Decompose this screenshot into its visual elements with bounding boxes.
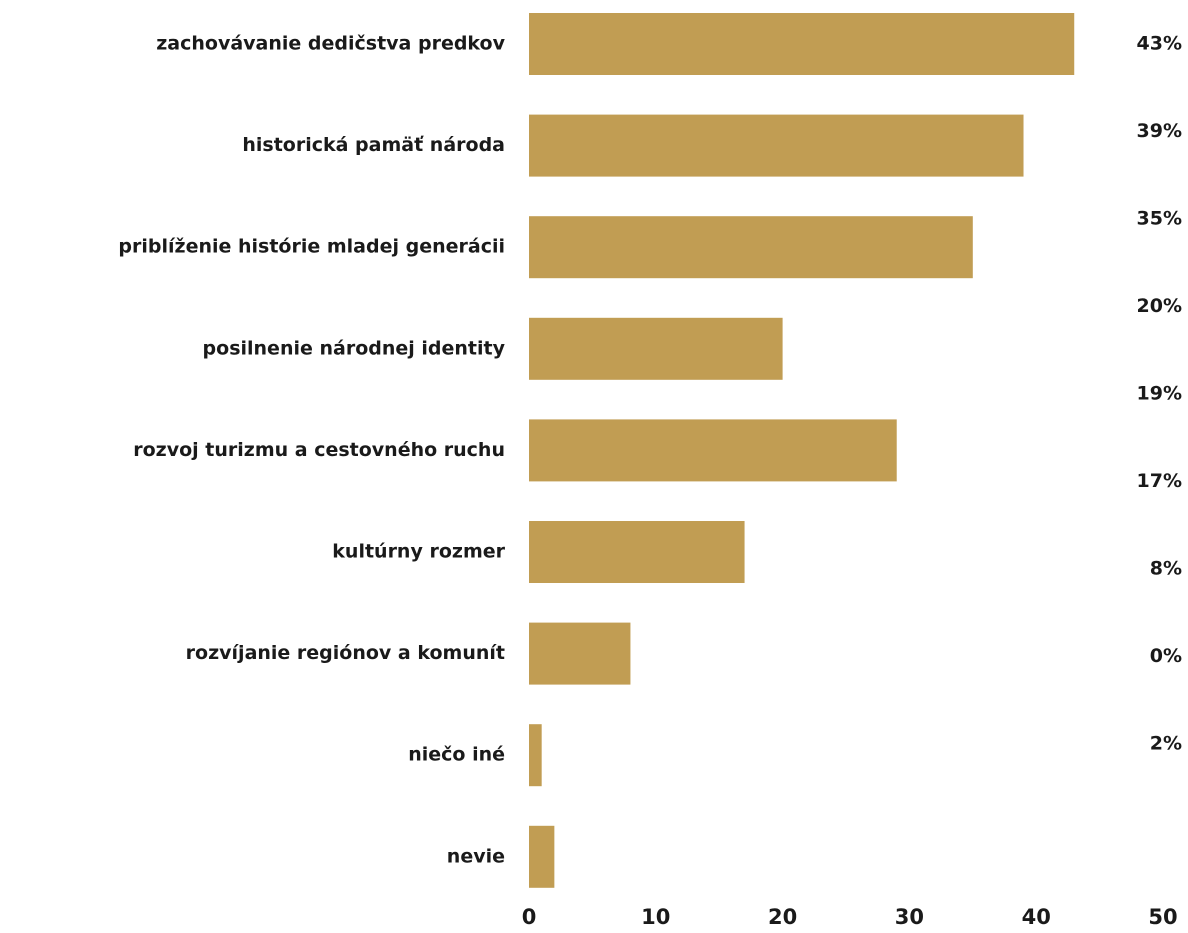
category-label: niečo iné: [408, 744, 505, 766]
category-label: priblíženie histórie mladej generácii: [118, 236, 505, 258]
bar: [529, 521, 745, 583]
x-tick-label: 50: [1148, 905, 1177, 929]
side-label: 39%: [1137, 120, 1182, 142]
side-label: 2%: [1150, 733, 1182, 755]
side-label: 17%: [1137, 470, 1182, 492]
x-tick-label: 40: [1022, 905, 1051, 929]
category-label: historická pamäť národa: [242, 134, 505, 156]
category-label: nevie: [447, 845, 505, 867]
side-label: 19%: [1137, 383, 1182, 405]
x-tick-label: 30: [895, 905, 924, 929]
bar: [529, 13, 1075, 75]
category-label: posilnenie národnej identity: [203, 337, 506, 359]
category-label: rozvíjanie regiónov a komunít: [186, 642, 505, 664]
bar: [529, 724, 542, 787]
x-tick-label: 10: [641, 905, 670, 929]
bar: [529, 622, 631, 685]
side-label: 8%: [1150, 558, 1182, 580]
category-label: zachovávanie dedičstva predkov: [156, 33, 505, 55]
bar: [529, 419, 897, 482]
side-label: 35%: [1137, 208, 1182, 230]
bar: [529, 216, 973, 279]
side-label: 20%: [1137, 295, 1182, 317]
x-tick-label: 20: [768, 905, 797, 929]
x-tick-label: 0: [522, 905, 537, 929]
bar: [529, 114, 1024, 177]
bar: [529, 317, 783, 380]
side-label: 0%: [1150, 645, 1182, 667]
category-label: kultúrny rozmer: [332, 541, 505, 563]
category-label: rozvoj turizmu a cestovného ruchu: [133, 439, 505, 461]
bar: [529, 825, 555, 888]
side-label: 43%: [1137, 33, 1182, 55]
